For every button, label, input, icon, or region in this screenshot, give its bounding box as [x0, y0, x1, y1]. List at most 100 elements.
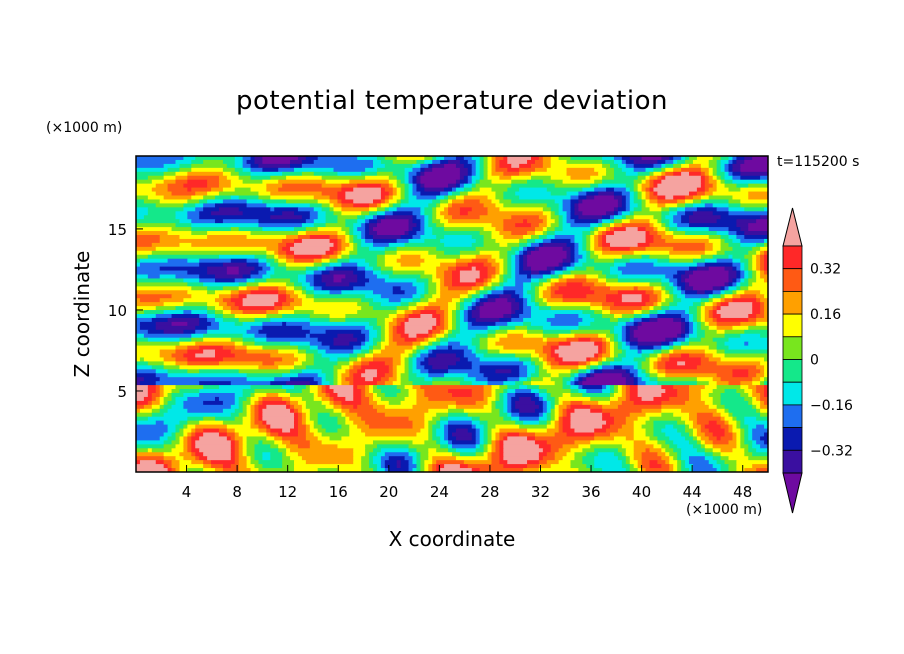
contour-cell: [365, 333, 370, 339]
contour-cell: [744, 156, 753, 161]
contour-cell: [159, 274, 177, 280]
contour-cell: [629, 396, 643, 402]
contour-cell: [748, 250, 757, 256]
contour-cell: [724, 353, 768, 359]
contour-cell: [136, 159, 177, 165]
contour-cell: [673, 468, 678, 472]
contour-cell: [531, 321, 552, 327]
contour-cell: [752, 436, 761, 441]
contour-cell: [685, 420, 694, 426]
contour-cell: [507, 156, 532, 161]
contour-cell: [673, 246, 706, 252]
contour-cell: [724, 298, 734, 303]
contour-cell: [432, 314, 441, 319]
contour-cell: [155, 389, 161, 394]
contour-cell: [542, 448, 552, 453]
contour-cell: [534, 432, 556, 438]
contour-cell: [685, 203, 694, 208]
contour-cell: [649, 199, 658, 204]
contour-cell: [546, 369, 572, 374]
contour-cell: [376, 156, 386, 161]
contour-cell: [728, 211, 768, 216]
contour-cell: [155, 183, 169, 189]
contour-cell: [756, 250, 761, 256]
contour-cell: [313, 219, 327, 224]
contour-cell: [602, 416, 615, 422]
contour-cell: [696, 310, 702, 315]
contour-cell: [700, 396, 714, 402]
contour-cell: [404, 357, 410, 362]
contour-cell: [621, 270, 678, 276]
contour-cell: [736, 468, 745, 472]
contour-cell: [653, 349, 662, 355]
contour-cell: [724, 389, 737, 394]
contour-cell: [479, 302, 485, 307]
contour-cell: [294, 306, 362, 311]
contour-cell: [242, 393, 252, 398]
contour-cell: [515, 270, 520, 276]
contour-cell: [266, 428, 271, 434]
contour-cell: [495, 333, 508, 339]
contour-cell: [756, 396, 761, 402]
contour-cell: [242, 416, 252, 422]
contour-cell: [440, 219, 449, 224]
contour-cell: [665, 337, 674, 343]
contour-cell: [503, 266, 508, 272]
contour-cell: [361, 345, 370, 351]
contour-cell: [519, 412, 540, 418]
contour-cell: [155, 396, 161, 402]
contour-cell: [254, 448, 279, 453]
contour-cell: [527, 159, 536, 165]
contour-cell: [677, 444, 694, 449]
contour-cell: [633, 179, 643, 185]
contour-cell: [562, 207, 572, 212]
contour-cell: [159, 235, 181, 240]
contour-cell: [665, 452, 670, 457]
contour-cell: [317, 199, 331, 204]
contour-cell: [238, 266, 256, 272]
contour-cell: [207, 191, 220, 197]
contour-cell: [708, 325, 718, 331]
contour-cell: [503, 345, 544, 351]
contour-cell: [373, 357, 394, 362]
contour-cell: [602, 349, 607, 355]
contour-cell: [700, 436, 710, 441]
contour-cell: [542, 207, 552, 212]
contour-cell: [704, 187, 710, 193]
contour-cell: [179, 341, 196, 347]
contour-cell: [353, 235, 358, 240]
contour-cell: [621, 365, 635, 370]
contour-cell: [692, 420, 698, 426]
contour-cell: [448, 314, 453, 319]
contour-cell: [724, 238, 734, 244]
contour-cell: [511, 258, 516, 264]
contour-cell: [380, 349, 406, 355]
contour-cell: [309, 408, 335, 414]
contour-cell: [286, 444, 299, 449]
contour-cell: [171, 396, 177, 402]
contour-cell: [471, 314, 481, 319]
contour-cell: [487, 337, 500, 343]
contour-cell: [519, 369, 528, 374]
contour-cell: [748, 341, 768, 347]
contour-cell: [274, 306, 283, 311]
contour-cell: [487, 211, 544, 216]
contour-cell: [222, 199, 248, 204]
contour-cell: [613, 333, 619, 339]
contour-cell: [254, 254, 267, 260]
contour-cell: [349, 227, 354, 232]
contour-cell: [305, 290, 315, 295]
contour-cell: [736, 183, 749, 189]
contour-cell: [286, 290, 295, 295]
contour-cell: [270, 207, 275, 212]
contour-cell: [448, 432, 453, 438]
contour-cell: [353, 452, 366, 457]
contour-cell: [380, 294, 414, 299]
contour-cell: [708, 195, 734, 201]
contour-cell: [420, 428, 429, 434]
contour-cell: [562, 377, 572, 382]
contour-cell: [345, 219, 358, 224]
contour-cell: [531, 286, 536, 291]
contour-cell: [685, 317, 690, 323]
contour-cell: [602, 159, 615, 165]
